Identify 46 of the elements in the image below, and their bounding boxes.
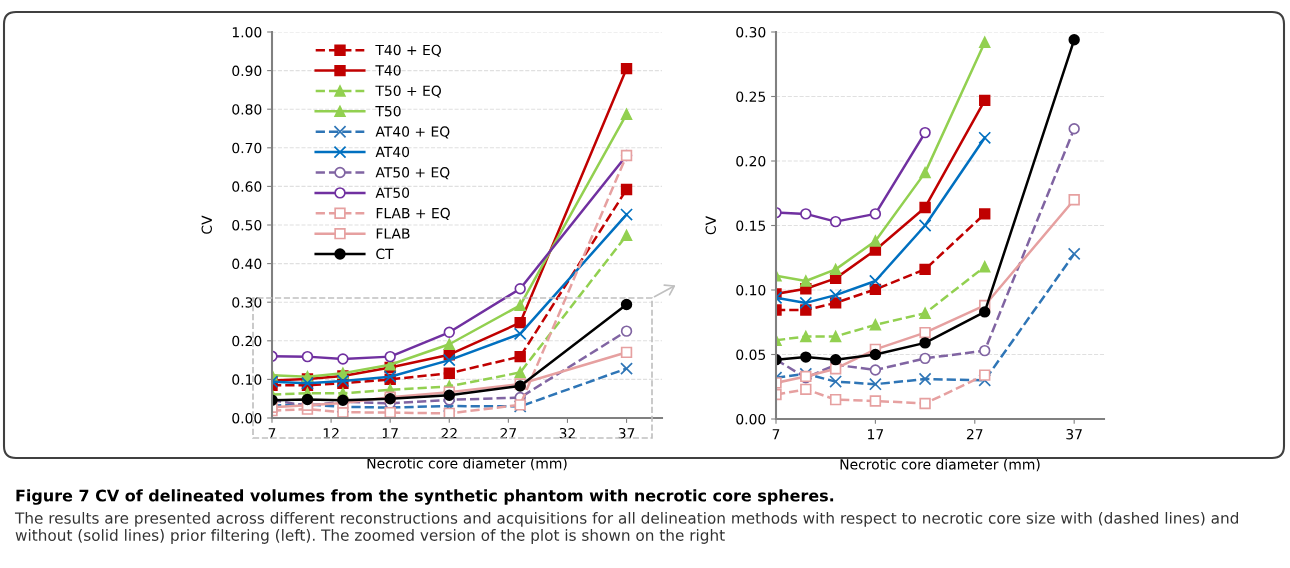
legend-label: FLAB + EQ (376, 207, 450, 220)
x-tick-label: 37 (618, 427, 635, 439)
x-tick-label: 27 (500, 427, 517, 439)
legend-label: AT50 (375, 187, 410, 198)
legend-label: FLAB (376, 228, 410, 239)
x-axis-title: Necrotic core diameter (mm) (367, 457, 567, 471)
text: The results are presented across different reconstructions and acquisitions for all delineation methods with respect to necrotic core size with (dashed lines) and without (solid lines) prior filtering (left). The zoomed version of the plot is shown on the right (14, 512, 1239, 544)
x-tick-label: 7 (772, 429, 780, 440)
x-tick-label: 17 (868, 429, 884, 440)
legend-label: T50 (375, 105, 401, 117)
y-tick-label: 0.10 (232, 374, 262, 385)
y-tick-label: 0.00 (736, 413, 766, 425)
legend-label: AT50 + EQ (375, 167, 450, 180)
y-tick-label: 0.30 (232, 297, 262, 308)
legend-label: AT40 + EQ (375, 126, 450, 139)
text: Figure 7 CV of delineated volumes from the synthetic phantom with necrotic core spheres. (16, 489, 834, 505)
y-axis-title: CV (201, 215, 212, 234)
legend-label: CT (376, 248, 394, 260)
legend-label: T50 + EQ (375, 85, 441, 98)
y-tick-label: 0.60 (232, 181, 262, 192)
y-tick-label: 1.00 (232, 26, 262, 38)
y-tick-label: 0.05 (736, 349, 766, 360)
y-tick-label: 0.40 (232, 258, 262, 270)
x-tick-label: 7 (268, 428, 276, 439)
legend-label: AT40 (375, 146, 410, 158)
x-tick-label: 17 (382, 428, 398, 439)
y-tick-label: 0.80 (232, 104, 262, 115)
x-tick-label: 32 (559, 427, 575, 439)
y-tick-label: 0.90 (232, 65, 262, 77)
y-tick-label: 0.15 (736, 220, 766, 231)
y-tick-label: 0.70 (232, 142, 262, 154)
x-tick-label: 12 (323, 427, 339, 439)
y-tick-label: 0.10 (736, 284, 766, 296)
y-tick-label: 0.30 (736, 26, 766, 38)
legend-label: T40 (375, 65, 401, 76)
x-tick-label: 22 (441, 427, 457, 439)
y-tick-label: 0.20 (736, 155, 766, 167)
y-tick-label: 0.50 (232, 219, 262, 231)
x-tick-label: 37 (1066, 428, 1082, 440)
y-axis-title: CV (705, 216, 716, 235)
y-tick-label: 0.20 (232, 335, 262, 347)
legend-label: T40 + EQ (375, 44, 441, 57)
y-tick-label: 0.00 (232, 412, 262, 424)
x-tick-label: 27 (966, 428, 983, 440)
x-axis-title: Necrotic core diameter (mm) (840, 458, 1040, 472)
y-tick-label: 0.25 (736, 91, 766, 102)
